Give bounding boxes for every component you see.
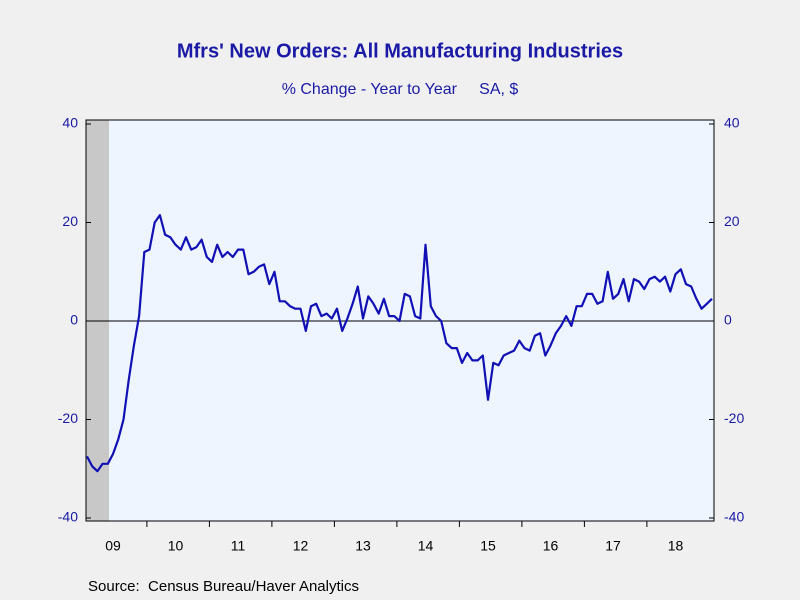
x-tick-label: 10 <box>168 538 184 554</box>
x-tick-label: 14 <box>418 538 434 554</box>
x-tick-label: 17 <box>605 538 621 554</box>
y2-tick-label: 40 <box>724 115 740 131</box>
y2-tick-label: 0 <box>724 312 732 328</box>
y-tick-label: 20 <box>62 213 78 229</box>
x-tick-label: 16 <box>543 538 559 554</box>
y-tick-label: -20 <box>58 410 78 426</box>
x-tick-label: 15 <box>480 538 496 554</box>
x-tick-label: 09 <box>105 538 121 554</box>
y-tick-label: 40 <box>62 115 78 131</box>
x-tick-label: 18 <box>668 538 684 554</box>
x-tick-label: 12 <box>293 538 309 554</box>
chart-subtitle: % Change - Year to Year SA, $ <box>282 81 519 98</box>
source: Source: Census Bureau/Haver Analytics <box>88 578 359 595</box>
y-tick-label: -40 <box>58 509 78 525</box>
x-tick-label: 13 <box>355 538 371 554</box>
y2-tick-label: 20 <box>724 213 740 229</box>
chart-title: Mfrs' New Orders: All Manufacturing Indu… <box>177 40 623 62</box>
series-line <box>86 214 713 473</box>
y2-tick-label: -40 <box>724 509 744 525</box>
x-tick-label: 11 <box>231 538 246 554</box>
y-tick-label: 0 <box>70 312 78 328</box>
y2-tick-label: -20 <box>724 410 744 426</box>
